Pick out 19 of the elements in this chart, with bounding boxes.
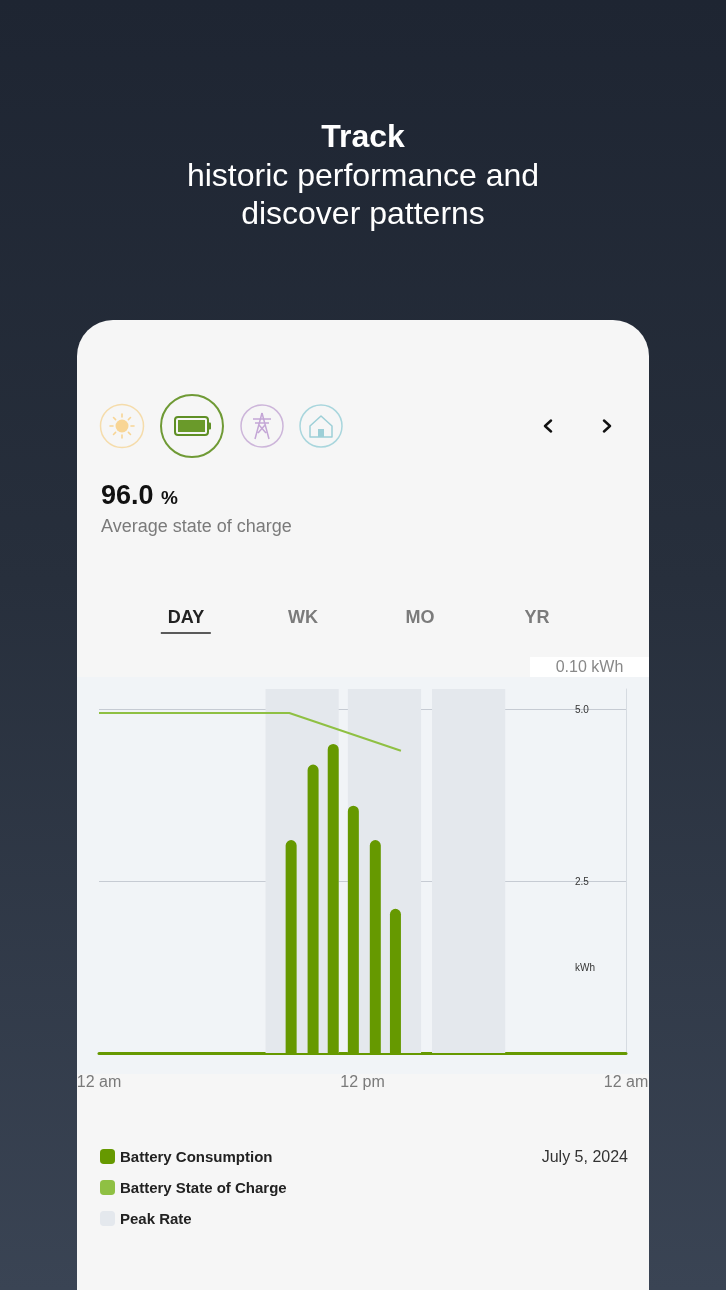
text: MO (404, 607, 436, 629)
y-tick-label: 2.5 (575, 875, 590, 887)
x-tick-label: 12 am (76, 1072, 122, 1090)
text: 96.0 % (101, 480, 178, 511)
text: DAY (160, 607, 212, 634)
chart-subtitle: historic performance and discover patterns (185, 156, 541, 232)
text: WK (287, 607, 319, 629)
y-axis-title: kWh (575, 961, 595, 973)
y-tick-label: 5.0 (575, 704, 590, 716)
text: Average state of charge (101, 516, 292, 537)
legend-label: Battery State of Charge (120, 1179, 287, 1196)
text: YR (523, 607, 551, 629)
x-tick-label: 12 pm (340, 1072, 385, 1090)
text: July 5, 2024 (541, 1148, 628, 1166)
legend-label: Peak Rate (120, 1210, 192, 1227)
chart-title: Track (321, 117, 405, 156)
legend-label: Battery Consumption (120, 1148, 273, 1165)
x-tick-label: 12 am (603, 1072, 649, 1090)
text: 0.10 kWh (530, 657, 649, 677)
